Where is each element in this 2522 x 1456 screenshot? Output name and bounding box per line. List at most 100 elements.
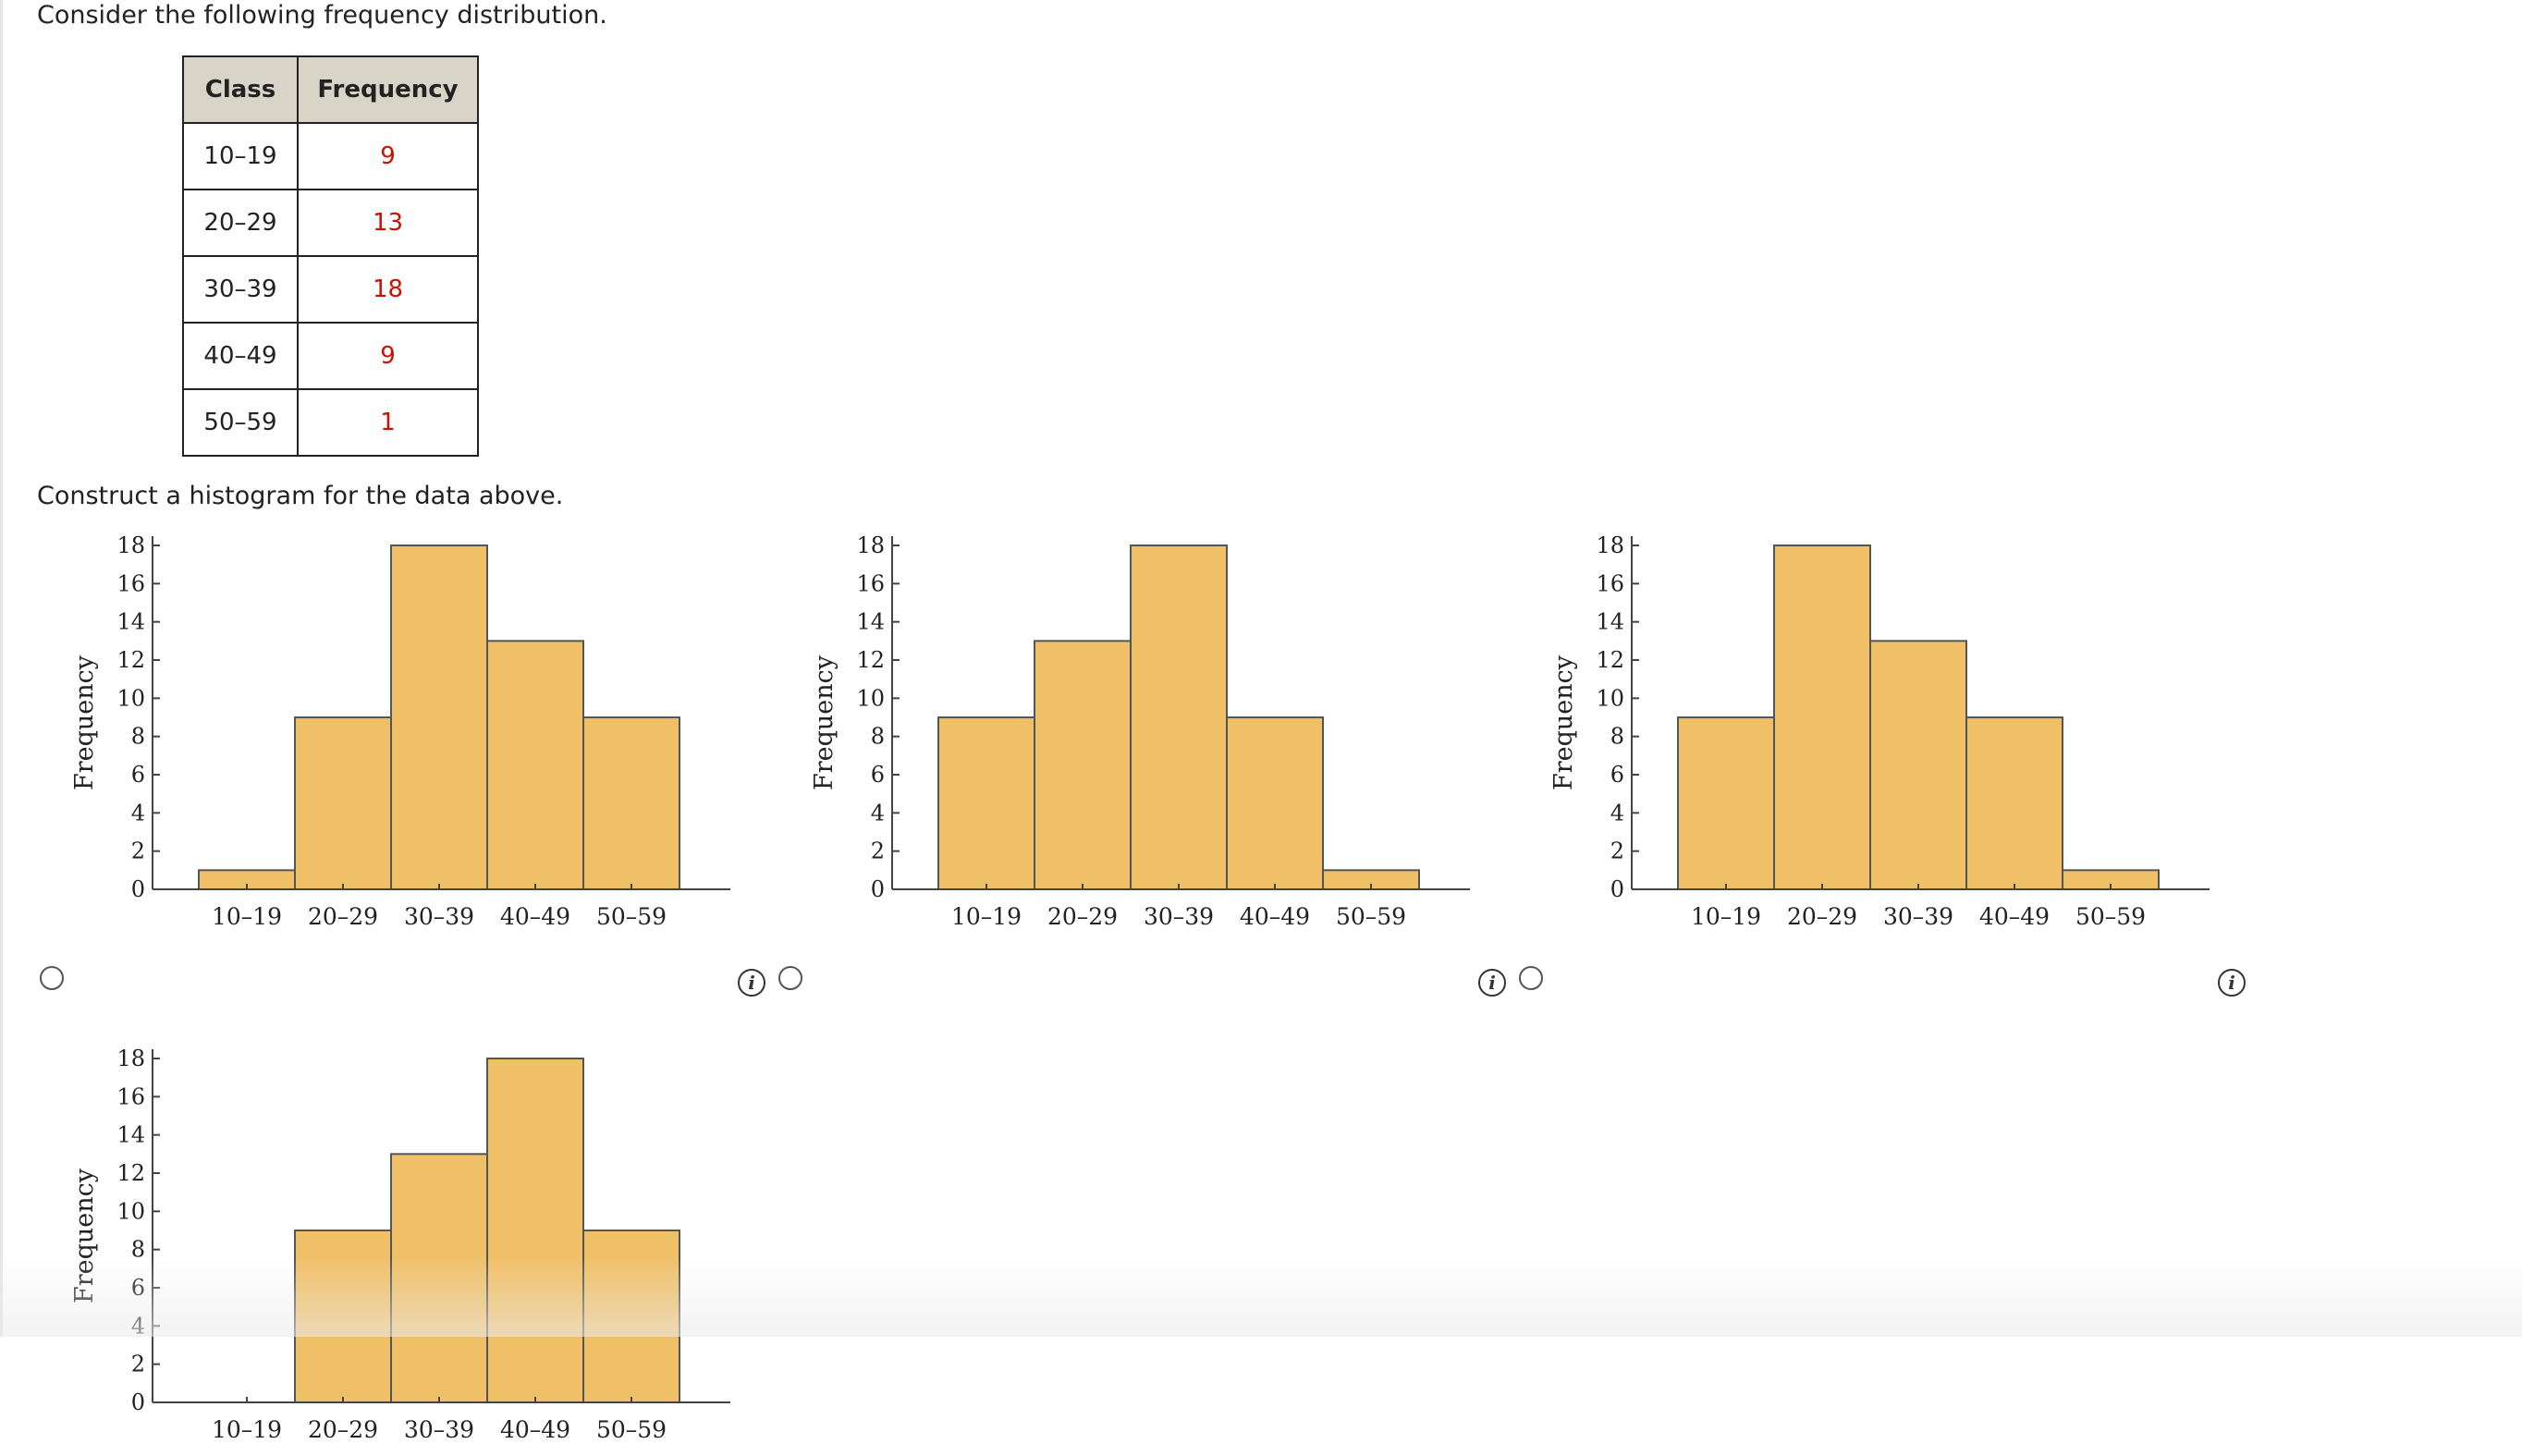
table-row: 30–39 18 bbox=[182, 255, 479, 324]
y-tick-label: 4 bbox=[131, 1313, 145, 1339]
y-tick-label: 4 bbox=[1610, 800, 1624, 826]
y-tick-label: 0 bbox=[1610, 876, 1624, 902]
y-tick-label: 18 bbox=[856, 532, 885, 558]
y-tick-label: 10 bbox=[116, 1198, 145, 1224]
y-tick-label: 8 bbox=[871, 724, 885, 750]
option-3-radio[interactable] bbox=[1519, 966, 1543, 990]
y-axis-label: Frequency bbox=[810, 655, 839, 790]
y-tick-label: 6 bbox=[131, 762, 145, 788]
y-tick-label: 0 bbox=[871, 876, 885, 902]
x-tick-label: 40–49 bbox=[1240, 903, 1310, 930]
y-tick-label: 6 bbox=[871, 762, 885, 788]
option-1-info-icon[interactable]: i bbox=[738, 969, 765, 997]
question-intro: Consider the following frequency distrib… bbox=[37, 1, 607, 30]
x-tick-label: 40–49 bbox=[500, 903, 570, 930]
y-tick-label: 2 bbox=[131, 1352, 145, 1377]
x-tick-label: 50–59 bbox=[1336, 903, 1406, 930]
x-tick-label: 30–39 bbox=[1144, 903, 1214, 930]
class-cell: 50–59 bbox=[182, 388, 299, 457]
y-tick-label: 10 bbox=[116, 685, 145, 711]
x-tick-label: 40–49 bbox=[1979, 903, 2050, 930]
table-header-row: Class Frequency bbox=[182, 55, 479, 124]
class-cell: 20–29 bbox=[182, 189, 299, 257]
column-header-class: Class bbox=[182, 55, 299, 124]
histogram-option-4-svg: 0 2 4 6 8 10 12 14 16 18 10–19 20–29 30–39 40–49 50–59… bbox=[70, 1046, 730, 1443]
histogram-bar bbox=[582, 1230, 680, 1403]
y-tick-label: 16 bbox=[856, 570, 885, 596]
table-row: 40–49 9 bbox=[182, 322, 479, 390]
histogram-option-2: 0 2 4 6 8 10 12 14 16 18 10–19 20–29 30–39 40–49 50–59… bbox=[795, 527, 1498, 943]
option-2-radio[interactable] bbox=[778, 966, 802, 990]
y-tick-label: 12 bbox=[1596, 647, 1624, 673]
y-tick-label: 10 bbox=[1596, 685, 1624, 711]
histogram-bar bbox=[937, 716, 1035, 890]
histogram-bar bbox=[1869, 640, 1967, 890]
y-tick-label: 14 bbox=[856, 609, 885, 635]
y-tick-label: 10 bbox=[856, 685, 885, 711]
y-tick-label: 2 bbox=[871, 838, 885, 864]
class-cell: 30–39 bbox=[182, 255, 299, 324]
y-tick-label: 6 bbox=[131, 1275, 145, 1301]
histogram-bar bbox=[390, 1153, 488, 1403]
frequency-cell: 18 bbox=[297, 255, 479, 324]
y-tick-label: 8 bbox=[131, 724, 145, 750]
table-row: 10–19 9 bbox=[182, 122, 479, 190]
histogram-option-4: 0 2 4 6 8 10 12 14 16 18 10–19 20–29 30–39 40–49 50–59… bbox=[55, 1040, 758, 1456]
y-tick-label: 14 bbox=[116, 1122, 145, 1148]
x-tick-label: 10–19 bbox=[951, 903, 1022, 930]
histogram-bar bbox=[1226, 716, 1324, 890]
class-cell: 10–19 bbox=[182, 122, 299, 190]
y-tick-label: 12 bbox=[856, 647, 885, 673]
y-tick-label: 0 bbox=[131, 876, 145, 902]
y-axis-label: Frequency bbox=[1549, 655, 1578, 790]
histogram-bar bbox=[1965, 716, 2063, 890]
x-tick-label: 10–19 bbox=[1691, 903, 1761, 930]
x-tick-label: 20–29 bbox=[1787, 903, 1857, 930]
histogram-bar bbox=[1677, 716, 1775, 890]
x-tick-label: 30–39 bbox=[404, 1416, 474, 1443]
option-1-radio[interactable] bbox=[40, 966, 64, 990]
question-prompt: Construct a histogram for the data above… bbox=[37, 482, 564, 510]
histogram-option-1-svg: 0 2 4 6 8 10 12 14 16 18 10–19 20–29 30–39 40–49 50–59… bbox=[70, 532, 730, 930]
y-tick-label: 18 bbox=[116, 532, 145, 558]
histogram-bar bbox=[1034, 640, 1132, 890]
frequency-cell: 9 bbox=[297, 322, 479, 390]
frequency-cell: 1 bbox=[297, 388, 479, 457]
y-tick-label: 8 bbox=[1610, 724, 1624, 750]
histogram-bar bbox=[1130, 544, 1228, 890]
y-tick-label: 4 bbox=[871, 800, 885, 826]
option-3-info-icon[interactable]: i bbox=[2218, 969, 2246, 997]
histogram-bar bbox=[390, 544, 488, 890]
y-tick-label: 16 bbox=[116, 570, 145, 596]
x-tick-label: 30–39 bbox=[404, 903, 474, 930]
histogram-option-2-svg: 0 2 4 6 8 10 12 14 16 18 10–19 20–29 30–39 40–49 50–59… bbox=[810, 532, 1470, 930]
y-tick-label: 6 bbox=[1610, 762, 1624, 788]
y-tick-label: 2 bbox=[1610, 838, 1624, 864]
y-tick-label: 12 bbox=[116, 1160, 145, 1186]
histogram-option-3-svg: 0 2 4 6 8 10 12 14 16 18 10–19 20–29 30–39 40–49 50–59… bbox=[1549, 532, 2210, 930]
frequency-cell: 13 bbox=[297, 189, 479, 257]
x-tick-label: 10–19 bbox=[212, 903, 282, 930]
histogram-bar bbox=[582, 716, 680, 890]
x-tick-label: 10–19 bbox=[212, 1416, 282, 1443]
y-axis-label: Frequency bbox=[70, 1168, 99, 1303]
histogram-bar bbox=[294, 716, 392, 890]
y-tick-label: 14 bbox=[116, 609, 145, 635]
x-tick-label: 20–29 bbox=[308, 1416, 378, 1443]
y-tick-label: 16 bbox=[1596, 570, 1624, 596]
y-axis-label: Frequency bbox=[70, 655, 99, 790]
x-tick-label: 40–49 bbox=[500, 1416, 570, 1443]
histogram-option-1: 0 2 4 6 8 10 12 14 16 18 10–19 20–29 30–39 40–49 50–59… bbox=[55, 527, 758, 943]
histogram-bar bbox=[486, 640, 584, 890]
x-tick-label: 30–39 bbox=[1883, 903, 1953, 930]
x-tick-label: 50–59 bbox=[596, 903, 667, 930]
y-tick-label: 4 bbox=[131, 800, 145, 826]
y-tick-label: 8 bbox=[131, 1237, 145, 1263]
option-2-info-icon[interactable]: i bbox=[1478, 969, 1506, 997]
table-row: 50–59 1 bbox=[182, 388, 479, 457]
frequency-cell: 9 bbox=[297, 122, 479, 190]
y-tick-label: 12 bbox=[116, 647, 145, 673]
x-tick-label: 20–29 bbox=[1047, 903, 1118, 930]
column-header-frequency: Frequency bbox=[297, 55, 479, 124]
histogram-option-3: 0 2 4 6 8 10 12 14 16 18 10–19 20–29 30–39 40–49 50–59… bbox=[1535, 527, 2237, 943]
